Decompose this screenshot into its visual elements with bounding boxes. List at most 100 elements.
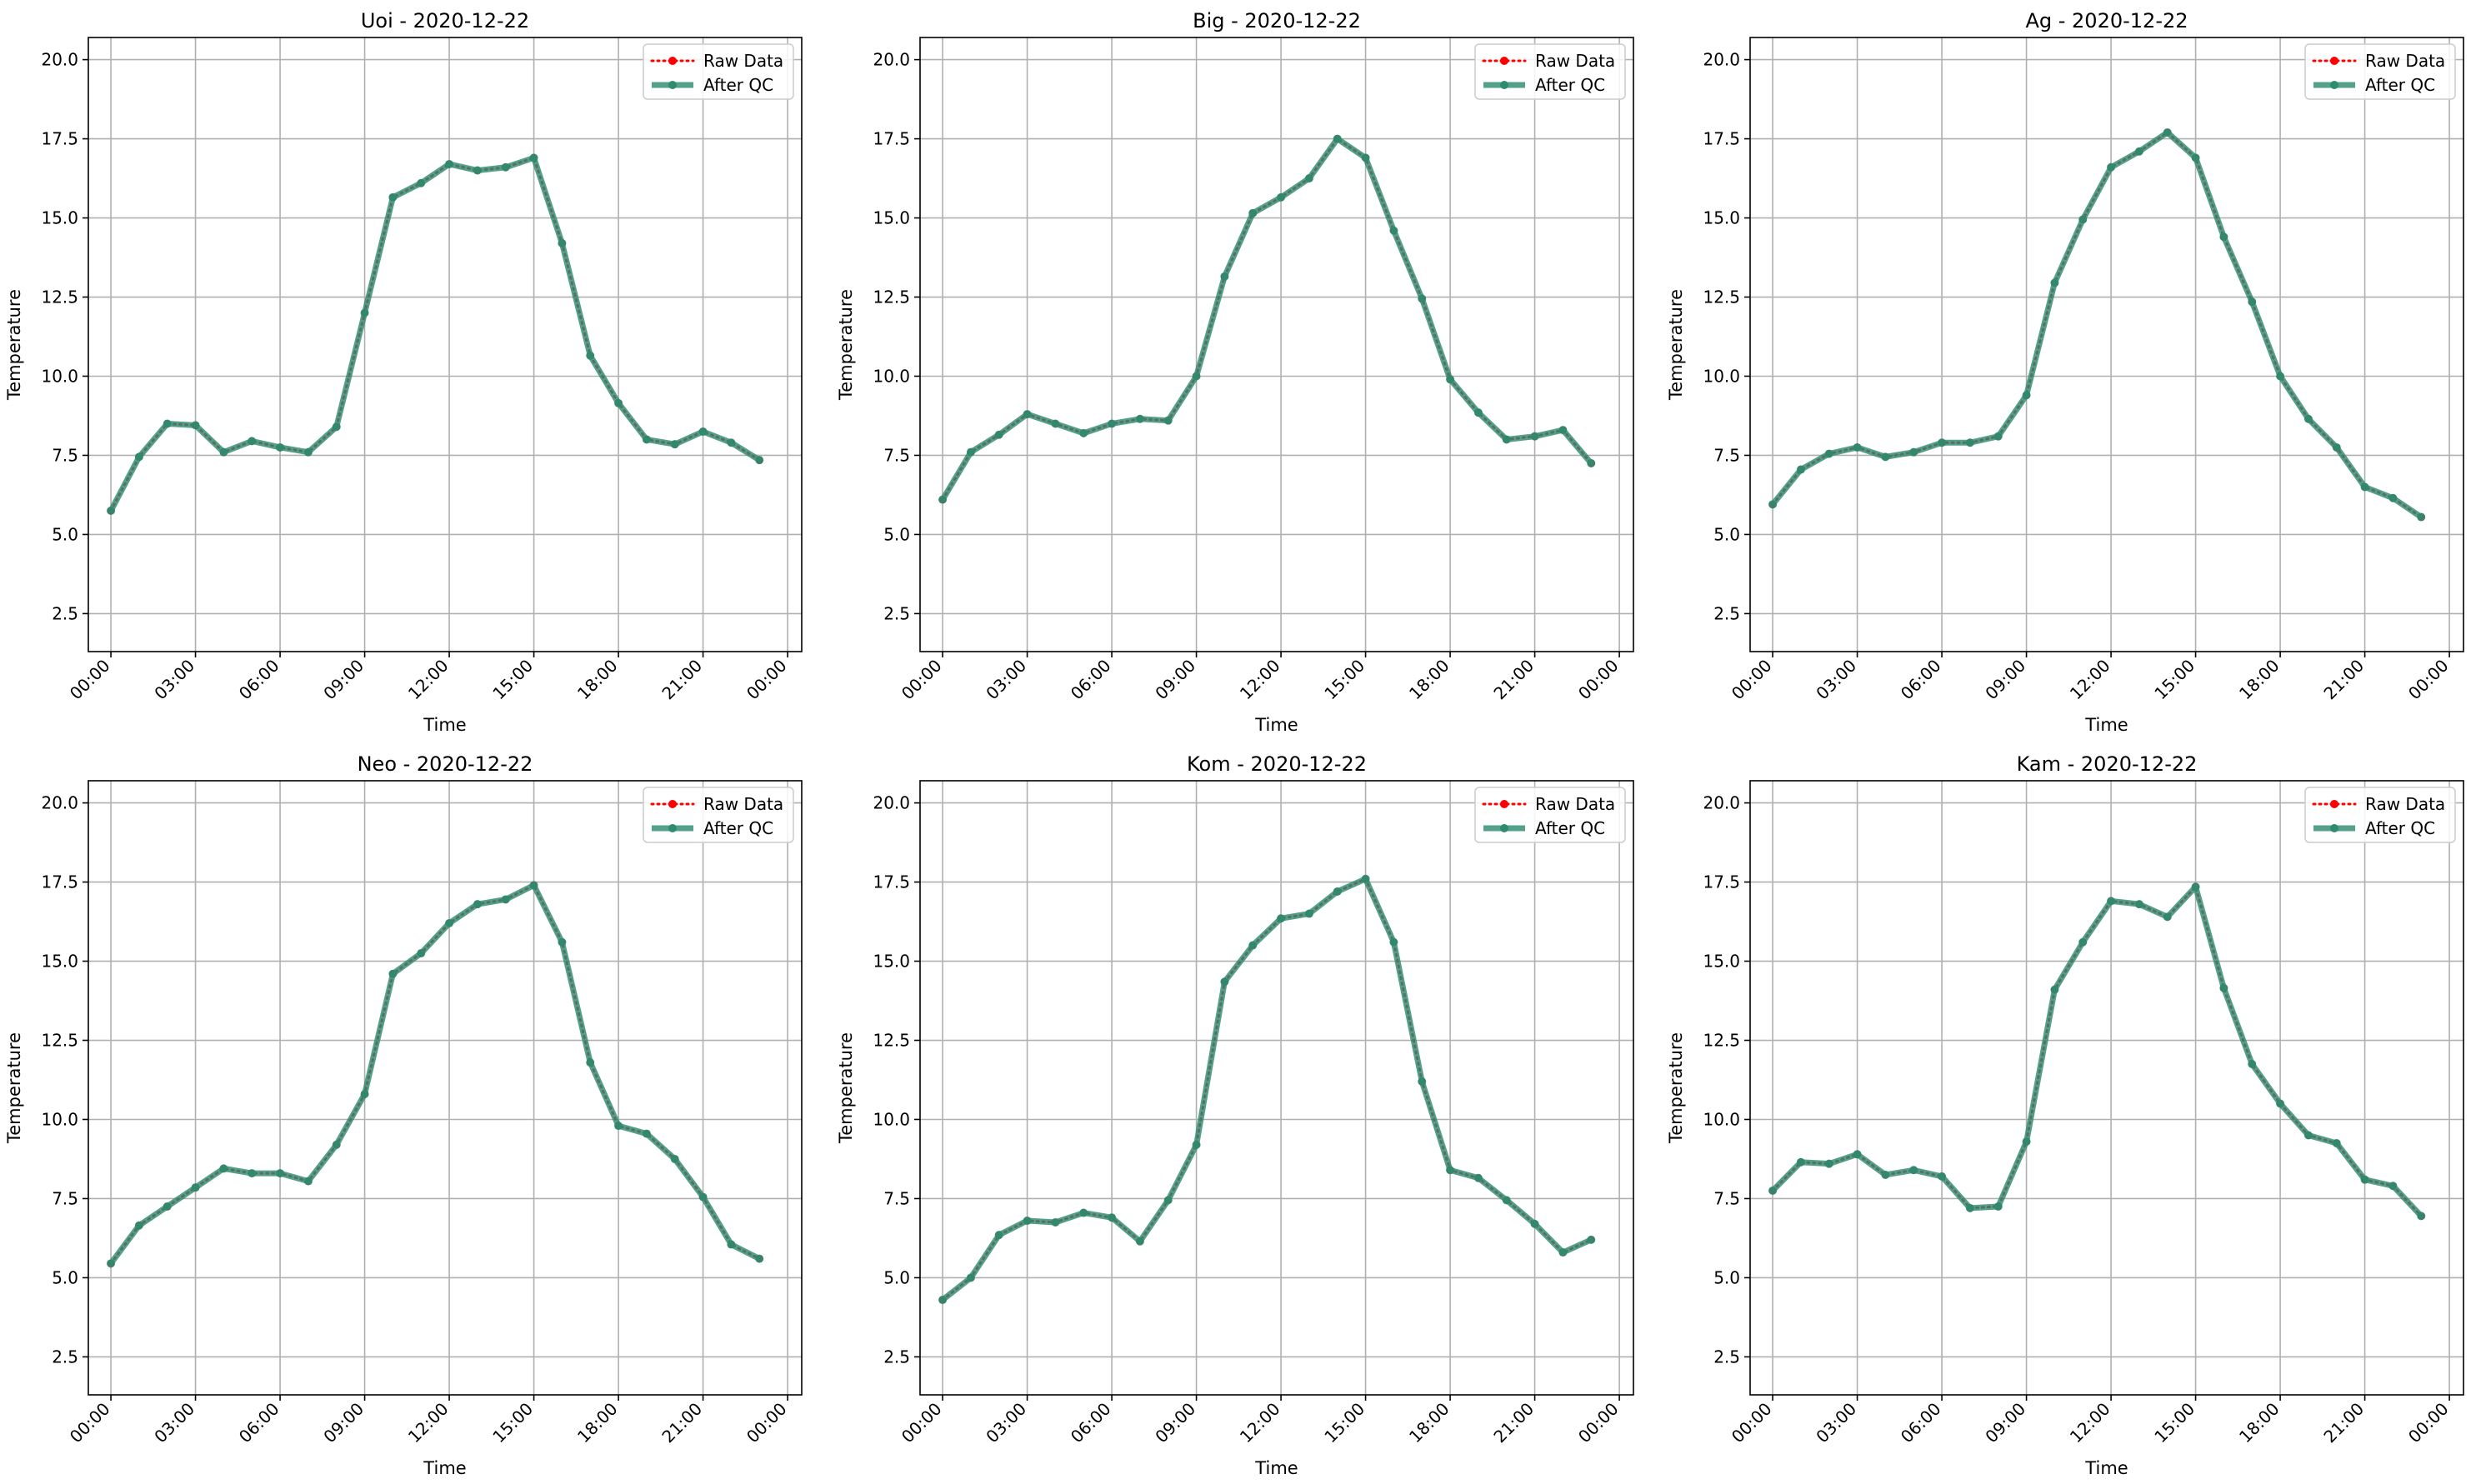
after-qc-point [1853,1150,1862,1159]
after-qc-point [614,398,623,407]
y-tick-label: 17.5 [1703,129,1740,149]
after-qc-point [529,881,538,890]
x-tick-label: 06:00 [235,1399,283,1447]
x-tick-label: 00:00 [66,656,114,704]
y-axis-label: Temperature [4,1032,24,1144]
x-tick-label: 03:00 [982,656,1030,704]
y-tick-label: 12.5 [1703,1031,1740,1051]
after-qc-point [1938,1172,1947,1181]
y-tick-label: 15.0 [1703,208,1740,228]
after-qc-point [1530,1219,1539,1228]
after-qc-point [2388,1182,2398,1191]
after-qc-point [2163,912,2172,922]
after-qc-point [1530,432,1539,441]
after-qc-point [1824,449,1833,458]
legend-qc-marker [668,824,677,832]
after-qc-point [1558,1248,1568,1257]
y-tick-label: 2.5 [883,603,910,623]
x-tick-label: 15:00 [2150,656,2198,704]
after-qc-line [1770,883,2423,1218]
after-qc-point [2022,391,2031,400]
y-tick-label: 15.0 [873,952,910,972]
after-qc-point [473,900,482,909]
after-qc-point [248,1169,257,1178]
y-tick-label: 17.5 [873,872,910,892]
y-tick-label: 12.5 [873,287,910,307]
x-tick-label: 12:00 [2066,656,2114,704]
chart-panel: 00:00 03:00 06:00 09:00 12:00 15:00 18:00 21:00… [1666,9,2464,735]
axes-frame [88,780,803,1396]
y-tick-label: 5.0 [52,524,78,544]
x-tick-label: 09:00 [1981,656,2029,704]
x-axis-label: Time [423,1458,466,1478]
y-tick-label: 7.5 [52,445,78,465]
x-tick-label: 09:00 [1981,1399,2029,1447]
after-qc-point [1361,153,1370,162]
after-qc-point [1192,372,1201,381]
x-tick-label: 06:00 [235,656,283,704]
after-qc-point [2276,372,2285,381]
after-qc-point [642,435,651,444]
after-qc-point [1587,458,1596,467]
legend-raw-label: Raw Data [703,794,783,814]
legend-qc-label: After QC [1535,75,1605,95]
x-tick-label: 21:00 [2319,1399,2368,1447]
legend-qc-label: After QC [703,75,773,95]
after-qc-point [2332,442,2341,452]
after-qc-point [2248,297,2257,307]
y-tick-label: 5.0 [883,1267,910,1287]
after-qc-line [940,876,1593,1302]
after-qc-point [163,1202,172,1211]
legend-raw-label: Raw Data [2365,794,2445,814]
after-qc-point [303,1177,313,1186]
x-axis-label: Time [2084,715,2128,735]
x-tick-label: 21:00 [1489,1399,1538,1447]
x-tick-label: 00:00 [1728,656,1776,704]
after-qc-point [966,1273,975,1282]
x-tick-label: 21:00 [1489,656,1538,704]
y-tick-label: 7.5 [1713,1188,1740,1208]
y-tick-label: 20.0 [1703,793,1740,813]
y-tick-label: 5.0 [52,1267,78,1287]
y-tick-label: 2.5 [52,603,78,623]
after-qc-point [938,495,948,504]
chart-panel: 00:00 03:00 06:00 09:00 12:00 15:00 18:00 21:00… [4,9,803,735]
x-tick-label: 12:00 [1236,656,1284,704]
y-tick-label: 5.0 [1713,1267,1740,1287]
legend-raw-marker [668,800,677,808]
after-qc-point [1768,500,1778,509]
x-tick-label: 15:00 [488,1399,537,1447]
after-qc-point [360,308,369,317]
after-qc-point [994,430,1003,439]
x-tick-label: 00:00 [898,1399,946,1447]
raw-data-line [109,156,761,512]
legend-raw-label: Raw Data [1535,51,1615,71]
after-qc-point [2191,882,2200,892]
after-qc-point [417,178,426,187]
after-qc-point [1361,874,1370,883]
y-tick-label: 2.5 [1713,1347,1740,1367]
after-qc-point [1965,1203,1974,1212]
after-qc-point [276,1169,285,1178]
after-qc-point [529,153,538,162]
after-qc-point [994,1231,1003,1240]
x-tick-label: 00:00 [2404,1399,2453,1447]
after-qc-point [1881,452,1890,462]
after-qc-point [445,159,454,168]
chart-title: Kom - 2020-12-22 [1187,752,1367,776]
legend-qc-marker [668,81,677,89]
after-qc-point [163,419,172,428]
after-qc-point [1333,134,1342,143]
legend-qc-marker [1500,824,1508,832]
after-qc-point [1418,1077,1427,1086]
after-qc-point [1418,294,1427,303]
legend-raw-label: Raw Data [703,51,783,71]
x-tick-label: 21:00 [2319,656,2368,704]
after-qc-point [303,447,313,457]
axes-frame [919,780,1634,1396]
x-tick-label: 12:00 [404,656,453,704]
y-tick-label: 20.0 [1703,50,1740,70]
after-qc-point [2134,147,2143,156]
after-qc-point [670,440,679,449]
chart-panel: 00:00 03:00 06:00 09:00 12:00 15:00 18:00 21:00… [1666,752,2464,1478]
